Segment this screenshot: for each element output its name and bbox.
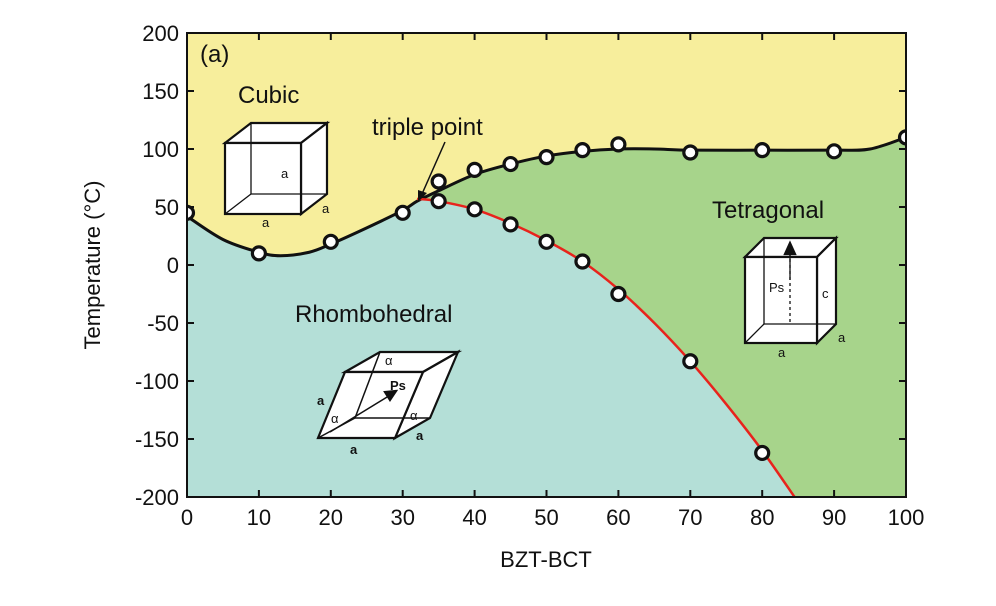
cubic-data-point (825, 143, 843, 160)
alpha-label: α (385, 353, 393, 368)
region-label-cubic: Cubic (238, 82, 299, 109)
rt-data-point (682, 353, 699, 370)
x-tick-label: 20 (319, 505, 343, 530)
rh-edge-label: a (350, 442, 358, 457)
y-tick-label: 0 (167, 253, 179, 278)
region-tetragonal (417, 137, 906, 497)
rt-data-point (574, 253, 591, 270)
rt-data-point (430, 193, 447, 210)
panel-label: (a) (200, 41, 229, 68)
x-tick-label: 50 (534, 505, 558, 530)
cubic-data-point (610, 136, 627, 153)
cubic-data-point (682, 144, 699, 161)
cubic-data-point (538, 149, 555, 166)
cubic-edge-label: a (322, 201, 330, 216)
y-tick-label: 100 (142, 137, 179, 162)
x-tick-label: 30 (390, 505, 414, 530)
region-label-rhombohedral: Rhombohedral (295, 301, 452, 328)
rhombohedral-ps-label: Ps (390, 378, 406, 393)
alpha-label: α (331, 411, 339, 426)
cubic-edge-label: a (262, 215, 270, 230)
triple-point-arrow (418, 141, 446, 202)
rt-data-point (538, 233, 555, 250)
cubic-data-point (897, 129, 906, 146)
cubic-data-point (754, 142, 771, 159)
tet-edge-label: c (822, 286, 829, 301)
x-tick-label: 90 (822, 505, 846, 530)
cubic-cell-icon (221, 120, 331, 217)
y-tick-label: 150 (142, 79, 179, 104)
triple-point-label: triple point (372, 114, 483, 141)
y-tick-label: -150 (135, 427, 179, 452)
cubic-data-point (250, 245, 267, 262)
x-axis-label: BZT-BCT (500, 547, 592, 572)
rhombohedral-cell-icon (316, 349, 463, 441)
x-tick-label: 100 (888, 505, 925, 530)
tet-edge-label: a (838, 330, 846, 345)
rh-edge-label: a (416, 428, 424, 443)
y-axis-label: Temperature (°C) (80, 181, 105, 350)
x-tick-label: 80 (750, 505, 774, 530)
y-tick-label: -100 (135, 369, 179, 394)
cubic-data-point (574, 142, 591, 159)
region-label-tetragonal: Tetragonal (712, 197, 824, 224)
x-tick-label: 0 (181, 505, 193, 530)
cubic-data-point (187, 204, 196, 221)
cubic-data-point (322, 233, 339, 250)
x-tick-label: 40 (462, 505, 486, 530)
alpha-label: α (410, 408, 418, 423)
tet-edge-label: a (778, 345, 786, 360)
x-tick-label: 70 (678, 505, 702, 530)
y-tick-label: 200 (142, 21, 179, 46)
rh-edge-label: a (317, 393, 325, 408)
tetragonal-cell-icon (742, 235, 839, 346)
tetragonal-ps-label: Ps (769, 280, 785, 295)
rt-data-point (466, 201, 483, 218)
y-tick-label: -50 (147, 311, 179, 336)
x-tick-label: 10 (247, 505, 271, 530)
cubic-data-point (466, 161, 483, 178)
cubic-data-point (502, 155, 519, 173)
cubic-data-point (394, 204, 411, 221)
rt-data-point (754, 444, 771, 462)
cubic-data-point (430, 173, 447, 190)
x-tick-label: 60 (606, 505, 630, 530)
rt-data-point (502, 216, 519, 233)
cubic-edge-label: a (281, 166, 289, 181)
y-tick-label: -200 (135, 485, 179, 510)
rt-data-point (610, 285, 627, 303)
y-tick-label: 50 (155, 195, 179, 220)
